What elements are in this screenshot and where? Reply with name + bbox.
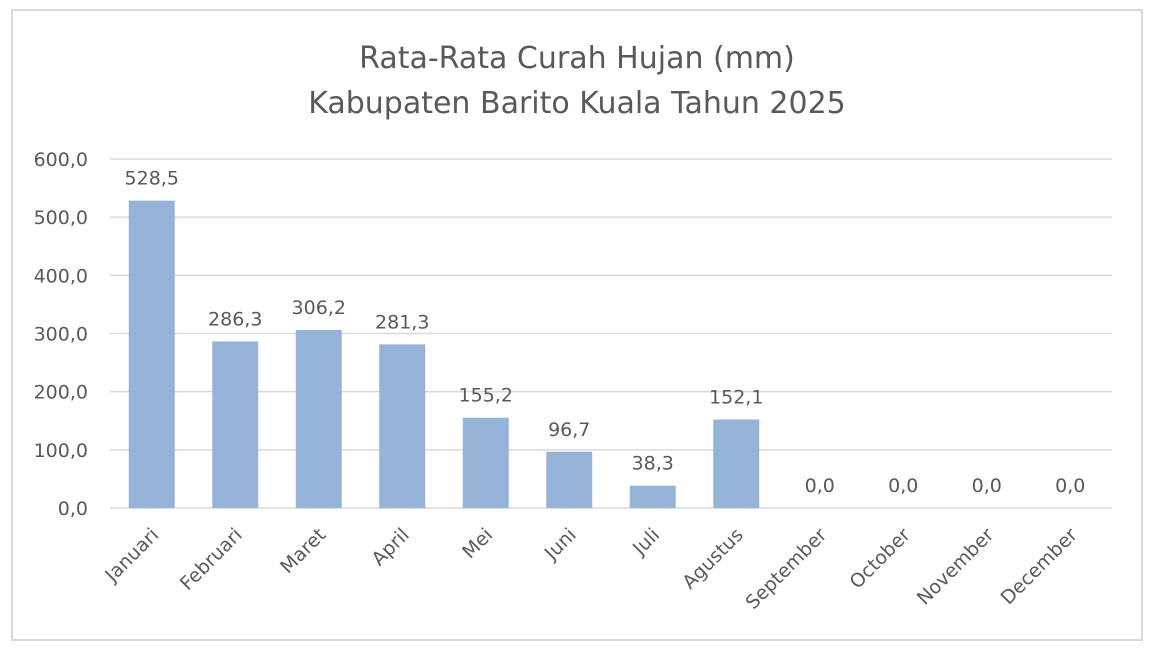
bar	[379, 344, 426, 508]
data-label: 0,0	[888, 475, 918, 497]
data-label: 0,0	[1055, 475, 1085, 497]
data-label: 0,0	[805, 475, 835, 497]
data-label: 286,3	[208, 308, 262, 330]
chart-title: Rata-Rata Curah Hujan (mm)	[359, 41, 795, 76]
bar	[462, 417, 509, 508]
data-label: 155,2	[459, 385, 513, 407]
y-tick-label: 0,0	[58, 498, 88, 520]
data-label: 0,0	[972, 475, 1002, 497]
data-label: 306,2	[292, 297, 346, 319]
y-tick-label: 200,0	[34, 382, 88, 404]
bar	[295, 329, 342, 508]
data-label: 96,7	[548, 419, 590, 441]
data-label: 528,5	[125, 168, 179, 190]
y-tick-label: 500,0	[34, 207, 88, 229]
bar	[629, 485, 676, 508]
bar	[713, 419, 760, 508]
chart-frame	[11, 9, 1143, 641]
bar	[546, 451, 593, 508]
y-tick-label: 400,0	[34, 265, 88, 287]
y-tick-label: 600,0	[34, 149, 88, 171]
data-label: 38,3	[632, 453, 674, 475]
bar	[212, 341, 259, 508]
data-label: 152,1	[709, 387, 763, 409]
y-tick-label: 300,0	[34, 324, 88, 346]
bar	[128, 200, 175, 508]
chart-subtitle: Kabupaten Barito Kuala Tahun 2025	[308, 86, 846, 121]
data-label: 281,3	[375, 311, 429, 333]
y-tick-label: 100,0	[34, 440, 88, 462]
